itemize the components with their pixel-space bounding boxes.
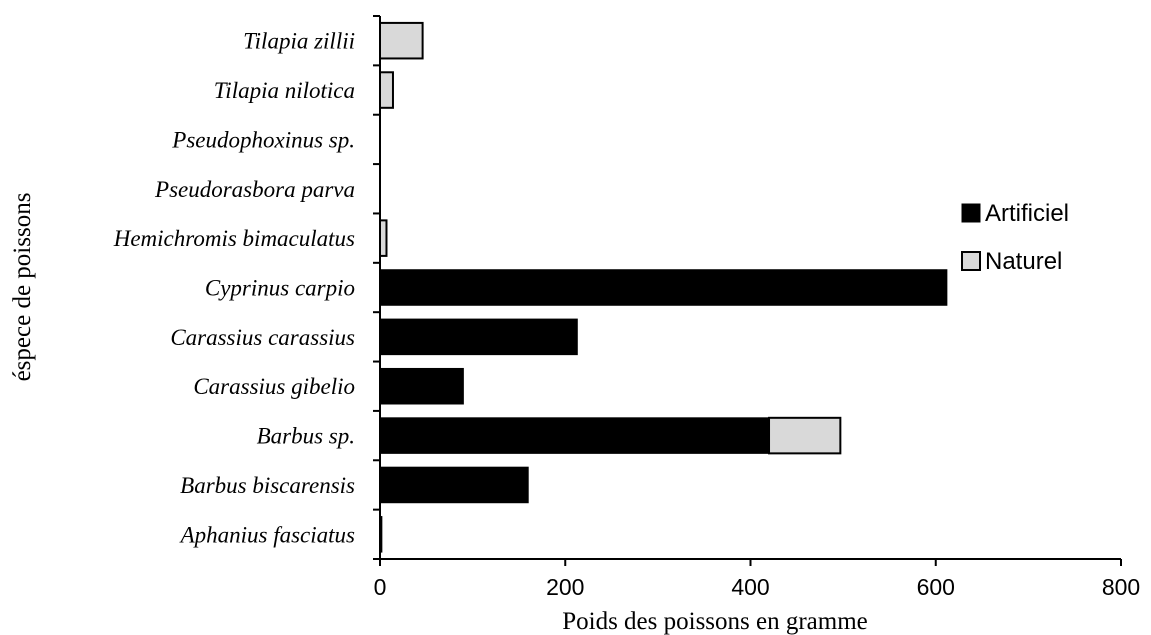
category-label-pseudorasbora-parva: Pseudorasbora parva xyxy=(154,177,355,202)
x-axis-title: Poids des poissons en gramme xyxy=(562,608,868,635)
x-tick-label: 200 xyxy=(546,574,584,600)
category-label-barbus-biscarensis: Barbus biscarensis xyxy=(180,473,355,498)
category-label-tilapia-nilotica: Tilapia nilotica xyxy=(214,78,355,103)
category-label-tilapia-zillii: Tilapia zillii xyxy=(243,29,355,54)
bar-naturel-tilapia-nilotica xyxy=(379,71,394,109)
category-labels: Aphanius fasciatus Barbus biscarensis Barb… xyxy=(113,29,355,548)
category-label-carassius-gibelio: Carassius gibelio xyxy=(193,374,355,399)
category-label-hemichromis-bimaculatus: Hemichromis bimaculatus xyxy=(113,226,355,251)
bars-group xyxy=(379,21,948,553)
bar-naturel-barbus-sp xyxy=(768,416,842,455)
legend-swatch-naturel xyxy=(961,251,981,271)
y-axis-ticks xyxy=(373,15,380,560)
bar-artificiel-carassius-gibelio xyxy=(379,367,464,405)
y-axis-title: éspece de poissons xyxy=(9,193,36,382)
category-label-cyprinus-carpio: Cyprinus carpio xyxy=(205,276,355,301)
bar-artificiel-barbus-sp xyxy=(379,417,770,454)
x-tick-label: 0 xyxy=(374,574,387,600)
x-tick-label: 400 xyxy=(731,574,769,600)
category-label-pseudophoxinus-sp: Pseudophoxinus sp. xyxy=(171,127,355,152)
category-label-barbus-sp: Barbus sp. xyxy=(257,424,355,449)
bar-artificiel-carassius-carassius xyxy=(379,318,578,356)
category-label-carassius-carassius: Carassius carassius xyxy=(170,325,355,350)
legend-label-artificiel: Artificiel xyxy=(985,200,1069,227)
legend-label-naturel: Naturel xyxy=(985,248,1062,275)
category-label-aphanius-fasciatus: Aphanius fasciatus xyxy=(179,522,355,547)
x-axis-ticks: 0 200 400 600 800 xyxy=(374,559,1140,600)
bar-naturel-tilapia-zillii xyxy=(379,21,424,60)
bar-artificiel-barbus-biscarensis xyxy=(379,466,529,504)
bar-artificiel-cyprinus-carpio xyxy=(379,269,948,306)
legend-swatch-artificiel xyxy=(961,203,981,223)
x-tick-label: 800 xyxy=(1102,574,1140,600)
x-tick-label: 600 xyxy=(917,574,955,600)
legend: Artificiel Naturel xyxy=(961,200,1069,275)
